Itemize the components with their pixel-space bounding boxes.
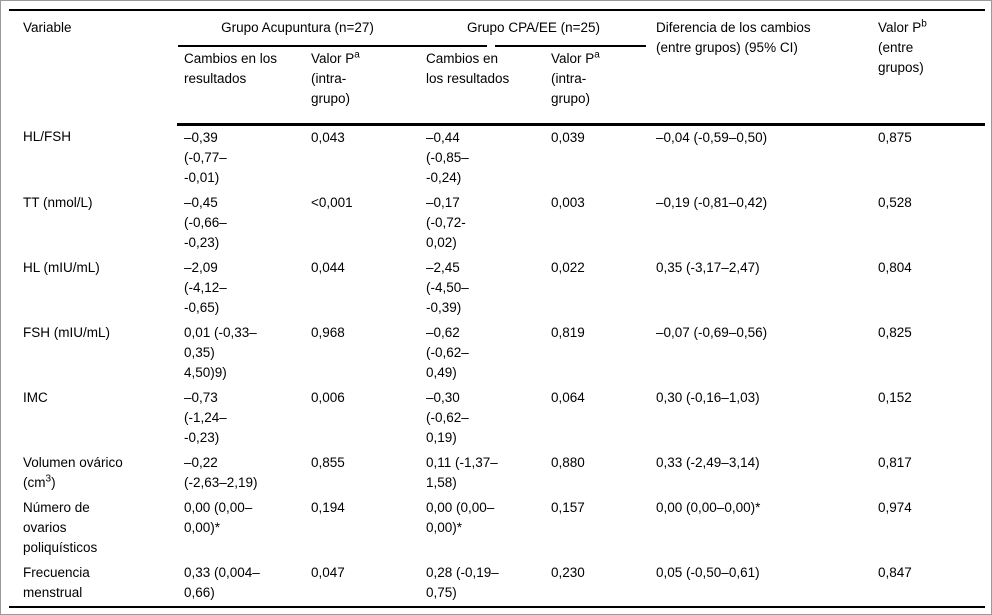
acu-p-cell: 0,044 xyxy=(311,260,345,275)
p-entre-cell: 0,875 xyxy=(878,130,912,145)
col-header-valor-p-entre: Valor Pb (entre grupos) xyxy=(871,10,986,126)
acu-cambio-cell: –0,73 (-1,24– -0,23) xyxy=(184,390,227,445)
cpa-cambio-cell: –0,62 (-0,62– 0,49) xyxy=(426,325,469,380)
p-entre-cell: 0,528 xyxy=(878,195,912,210)
cpa-cambio-cell: –0,30 (-0,62– 0,19) xyxy=(426,390,469,445)
variable-cell: TT (nmol/L) xyxy=(23,195,93,210)
cpa-p-cell: 0,880 xyxy=(551,455,585,470)
variable-cell: FSH (mIU/mL) xyxy=(23,325,110,340)
p-entre-cell: 0,847 xyxy=(878,565,912,580)
acu-p-cell: 0,006 xyxy=(311,390,345,405)
acu-p-cell: 0,968 xyxy=(311,325,345,340)
table-row-ovarios-poliquisticos: Número de ovarios poliquísticos 0,00 (0,… xyxy=(9,496,985,561)
variable-label: Volumen ovárico (cm xyxy=(23,455,123,490)
variable-cell: HL/FSH xyxy=(23,128,72,144)
diferencia-cell: 0,00 (0,00–0,00)* xyxy=(656,500,761,515)
valor-p-entre-sublabel: (entre grupos) xyxy=(878,40,924,75)
footnote-marker-a: a xyxy=(354,49,360,61)
acu-cambio-cell: –0,22 (-2,63–2,19) xyxy=(184,455,258,490)
diferencia-cell: –0,07 (-0,69–0,56) xyxy=(656,325,768,340)
cpa-p-cell: 0,022 xyxy=(551,260,585,275)
col-header-diferencia: Diferencia de los cambios (entre grupos)… xyxy=(649,10,872,126)
cpa-p-cell: 0,064 xyxy=(551,390,585,405)
table-row-volumen-ovarico: Volumen ovárico (cm3) –0,22 (-2,63–2,19)… xyxy=(9,451,985,496)
results-table: Variable Grupo Acupuntura (n=27) Grupo C… xyxy=(9,9,986,608)
p-entre-cell: 0,152 xyxy=(878,390,912,405)
acu-cambio-cell: –0,45 (-0,66– -0,23) xyxy=(184,195,227,250)
table-row-hl: HL (mIU/mL) –2,09 (-4,12– -0,65) 0,044 –… xyxy=(9,256,985,321)
footnote-marker-b: b xyxy=(921,18,927,30)
p-entre-cell: 0,804 xyxy=(878,260,912,275)
diferencia-cell: 0,33 (-2,49–3,14) xyxy=(656,455,760,470)
valor-p-intra-label: Valor P xyxy=(311,51,355,66)
cpa-p-cell: 0,230 xyxy=(551,565,585,580)
acu-p-cell: 0,194 xyxy=(311,500,345,515)
valor-p-intra-sublabel: (intra- grupo) xyxy=(551,71,591,106)
p-entre-cell: 0,974 xyxy=(878,500,912,515)
col-header-valor-p-intra-acupuntura: Valor Pa (intra- grupo) xyxy=(304,47,420,126)
table-row-frecuencia-menstrual: Frecuencia menstrual 0,33 (0,004– 0,66) … xyxy=(9,561,985,607)
diferencia-cell: –0,04 (-0,59–0,50) xyxy=(656,130,768,145)
acu-cambio-cell: 0,33 (0,004– 0,66) xyxy=(184,565,260,600)
cpa-cambio-cell: 0,11 (-1,37– 1,58) xyxy=(426,455,498,490)
variable-cell: Frecuencia menstrual xyxy=(23,565,90,600)
col-header-group-cpaee: Grupo CPA/EE (n=25) xyxy=(419,10,649,47)
cpa-cambio-cell: –2,45 (-4,50– -0,39) xyxy=(426,260,469,315)
acu-cambio-cell: 0,00 (0,00– 0,00)* xyxy=(184,500,253,535)
cpa-p-cell: 0,157 xyxy=(551,500,585,515)
variable-cell: Número de ovarios poliquísticos xyxy=(23,500,98,555)
table-row-tt: TT (nmol/L) –0,45 (-0,66– -0,23) <0,001 … xyxy=(9,191,985,256)
col-header-cambios-acupuntura: Cambios en los resultados xyxy=(177,47,304,126)
header-sub-row: Cambios en los resultados Valor Pa (intr… xyxy=(9,47,985,126)
valor-p-entre-label: Valor P xyxy=(878,20,922,35)
table-row-imc: IMC –0,73 (-1,24– -0,23) 0,006 –0,30 (-0… xyxy=(9,386,985,451)
acu-p-cell: 0,043 xyxy=(311,130,345,145)
variable-cell: IMC xyxy=(23,390,48,405)
valor-p-intra-sublabel: (intra- grupo) xyxy=(311,71,351,106)
header-group-row: Variable Grupo Acupuntura (n=27) Grupo C… xyxy=(9,10,986,126)
variable-cell: HL (mIU/mL) xyxy=(23,260,100,275)
acu-p-cell: <0,001 xyxy=(311,195,353,210)
acu-cambio-cell: –2,09 (-4,12– -0,65) xyxy=(184,260,227,315)
variable-cell: Volumen ovárico (cm3) xyxy=(9,451,177,496)
diferencia-cell: 0,30 (-0,16–1,03) xyxy=(656,390,760,405)
cpa-cambio-cell: –0,17 (-0,72- 0,02) xyxy=(426,195,466,250)
col-header-valor-p-intra-cpaee: Valor Pa (intra- grupo) xyxy=(544,47,650,126)
cpa-cambio-cell: 0,00 (0,00– 0,00)* xyxy=(426,500,495,535)
valor-p-intra-label: Valor P xyxy=(551,51,595,66)
diferencia-cell: 0,35 (-3,17–2,47) xyxy=(656,260,760,275)
diferencia-cell: 0,05 (-0,50–0,61) xyxy=(656,565,760,580)
col-header-cambios-cpaee: Cambios en los resultados xyxy=(419,47,545,126)
cpa-p-cell: 0,039 xyxy=(551,130,585,145)
cpa-p-cell: 0,003 xyxy=(551,195,585,210)
footnote-marker-a: a xyxy=(594,49,600,61)
acu-p-cell: 0,855 xyxy=(311,455,345,470)
col-header-variable: Variable xyxy=(23,20,72,35)
cpa-cambio-cell: 0,28 (-0,19– 0,75) xyxy=(426,565,499,600)
acu-cambio-cell: 0,01 (-0,33– 0,35) 4,50)9) xyxy=(184,325,257,380)
variable-label-suffix: ) xyxy=(51,475,56,490)
p-entre-cell: 0,817 xyxy=(878,455,912,470)
acu-p-cell: 0,047 xyxy=(311,565,345,580)
cpa-p-cell: 0,819 xyxy=(551,325,585,340)
diferencia-cell: –0,19 (-0,81–0,42) xyxy=(656,195,768,210)
superscript-3: 3 xyxy=(45,473,52,485)
table-row-fsh: FSH (mIU/mL) 0,01 (-0,33– 0,35) 4,50)9) … xyxy=(9,321,985,386)
cpa-cambio-cell: –0,44 (-0,85– -0,24) xyxy=(426,130,469,185)
p-entre-cell: 0,825 xyxy=(878,325,912,340)
table-row-hl-fsh: HL/FSH –0,39 (-0,77– -0,01) 0,043 –0,44 … xyxy=(9,125,985,192)
col-header-group-acupuntura: Grupo Acupuntura (n=27) xyxy=(177,10,488,47)
acu-cambio-cell: –0,39 (-0,77– -0,01) xyxy=(184,130,227,185)
